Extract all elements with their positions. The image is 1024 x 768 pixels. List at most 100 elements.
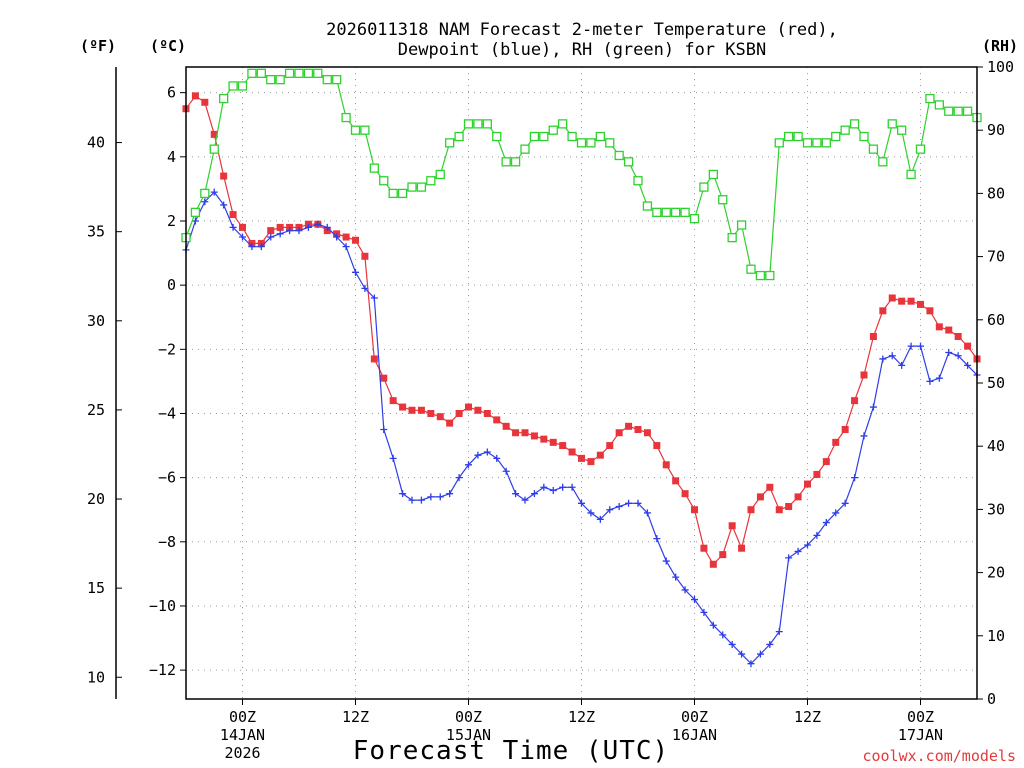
rh-point <box>614 150 624 161</box>
time-tick-date: 16JAN <box>672 726 717 744</box>
temperature-point <box>681 490 689 498</box>
rh-point <box>718 195 728 205</box>
rh-point <box>482 119 492 129</box>
dewpoint-point <box>841 499 849 507</box>
rh-point <box>953 106 963 116</box>
rh-point <box>350 125 361 135</box>
rh-point <box>463 119 474 129</box>
rh-point <box>821 138 831 148</box>
dewpoint-point <box>860 432 868 440</box>
rh-point <box>708 169 718 180</box>
rh-point <box>247 68 257 78</box>
dewpoint-point <box>521 496 529 504</box>
rh-point <box>868 144 879 154</box>
dewpoint-point <box>446 490 454 498</box>
rh-point <box>388 188 398 199</box>
temperature-point <box>615 429 623 437</box>
dewpoint-point <box>286 227 294 235</box>
rh-point <box>878 157 888 167</box>
dewpoint-point <box>832 509 840 517</box>
temperature-point <box>596 451 604 459</box>
dewpoint-point <box>257 243 265 251</box>
dewpoint-point <box>634 499 642 507</box>
dewpoint-point <box>568 483 576 491</box>
temperature-point <box>747 506 755 514</box>
dewpoint-point <box>709 621 717 629</box>
temperature-point <box>860 371 868 379</box>
rh-point <box>642 201 653 211</box>
dewpoint-point <box>596 515 604 523</box>
series-layer <box>181 68 982 668</box>
time-tick-label: 00Z <box>681 708 708 726</box>
rh-point <box>501 157 511 167</box>
dewpoint-point <box>323 223 331 231</box>
rh-point <box>849 119 860 129</box>
dewpoint-point <box>822 519 830 527</box>
dewpoint-point <box>766 640 774 648</box>
dewpoint-point <box>907 342 915 350</box>
dewpoint-point <box>417 496 425 504</box>
rh-point <box>416 182 427 192</box>
rh-point <box>548 125 558 135</box>
rh-point <box>661 207 671 218</box>
dewpoint-point <box>587 509 595 517</box>
rh-point <box>558 119 568 129</box>
dewpoint-point <box>559 483 567 491</box>
rh-point <box>623 157 634 167</box>
rh-point <box>256 68 266 78</box>
fahrenheit-unit-label: (ºF) <box>80 37 116 55</box>
temperature-point <box>672 477 680 485</box>
temperature-point <box>342 233 350 241</box>
temperature-point <box>756 493 764 501</box>
celsius-unit-label: (ºC) <box>150 37 186 55</box>
rh-tick-label: 20 <box>987 564 1005 582</box>
celsius-tick-label: 6 <box>167 84 176 102</box>
fahrenheit-tick-label: 35 <box>87 223 105 241</box>
rh-point <box>746 264 756 274</box>
rh-tick-label: 60 <box>987 311 1005 329</box>
dewpoint-point <box>964 361 972 369</box>
temperature-point <box>606 442 614 450</box>
rh-point <box>473 119 483 129</box>
dewpoint-point <box>455 474 463 482</box>
dewpoint-point <box>625 499 633 507</box>
rh-point <box>303 68 314 78</box>
temperature-point <box>436 413 444 421</box>
temperature-point <box>210 130 218 138</box>
temperature-point <box>512 429 520 437</box>
dewpoint-point <box>512 490 520 498</box>
time-tick-label: 12Z <box>342 708 369 726</box>
temperature-point <box>502 422 510 430</box>
temperature-point <box>201 98 209 106</box>
rh-point <box>360 125 370 135</box>
rh-point <box>219 93 229 104</box>
dewpoint-point <box>342 243 350 251</box>
dewpoint-point <box>681 586 689 594</box>
rh-point <box>435 169 445 180</box>
temperature-point <box>380 374 388 382</box>
dewpoint-point <box>775 628 783 636</box>
rh-point <box>802 138 813 148</box>
rh-point <box>379 176 389 186</box>
rh-point <box>652 207 662 218</box>
dewpoint-point <box>794 547 802 555</box>
dewpoint-point <box>785 554 793 562</box>
rh-point <box>765 270 775 281</box>
rh-point <box>275 74 285 85</box>
dewpoint-point <box>672 573 680 581</box>
rh-point <box>897 125 907 135</box>
celsius-tick-label: 0 <box>167 276 176 294</box>
temperature-point <box>794 493 802 501</box>
temperature-point <box>493 416 501 424</box>
rh-tick-label: 0 <box>987 690 996 708</box>
rh-point <box>633 176 643 186</box>
temperature-point <box>634 426 642 434</box>
dewpoint-point <box>210 188 218 196</box>
time-tick-label: 00Z <box>907 708 934 726</box>
rh-point <box>397 188 408 199</box>
rh-point <box>228 81 238 91</box>
temperature-point <box>220 172 228 180</box>
